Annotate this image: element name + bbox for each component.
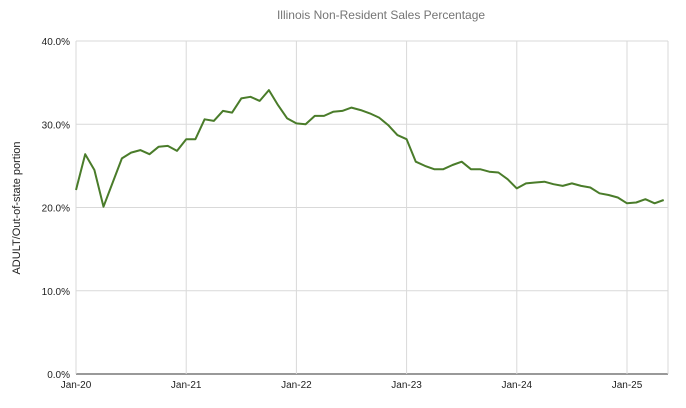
x-tick-label: Jan-24	[502, 380, 533, 391]
y-tick-label: 10.0%	[42, 287, 70, 298]
y-tick-label: 40.0%	[42, 37, 70, 48]
y-tick-label: 0.0%	[47, 370, 70, 381]
series-line	[75, 89, 665, 208]
x-tick-label: Jan-21	[171, 380, 202, 391]
x-tick-label: Jan-25	[612, 380, 643, 391]
x-tick-label: Jan-23	[391, 380, 422, 391]
y-tick-label: 20.0%	[42, 204, 70, 215]
x-tick-label: Jan-22	[281, 380, 312, 391]
y-axis-label: ADULT/Out-of-state portion	[11, 141, 23, 274]
y-tick-label: 30.0%	[42, 120, 70, 131]
chart-title: Illinois Non-Resident Sales Percentage	[277, 8, 485, 22]
x-tick-label: Jan-20	[61, 380, 92, 391]
